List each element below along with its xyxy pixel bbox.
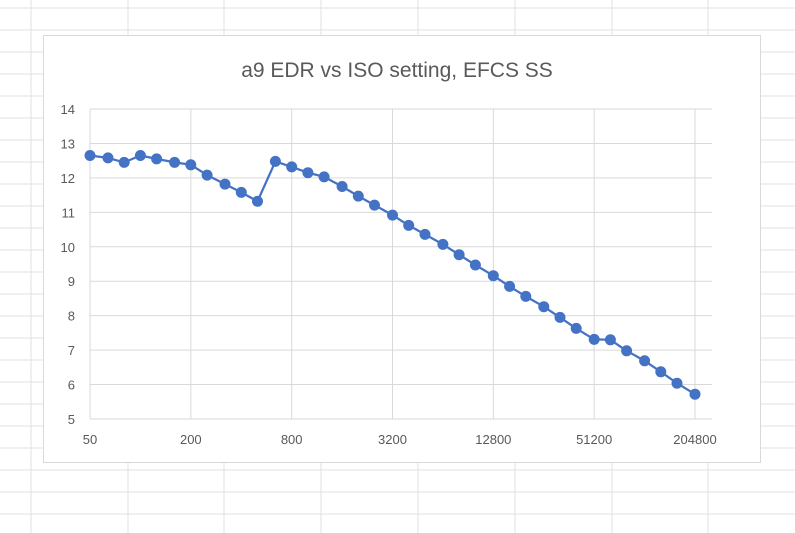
x-tick-label: 51200: [576, 432, 612, 447]
data-point-marker[interactable]: [689, 388, 701, 400]
data-point-marker[interactable]: [84, 150, 96, 161]
y-tick-label: 8: [68, 309, 75, 324]
chart-gridlines: [89, 108, 712, 420]
data-point-marker[interactable]: [169, 156, 181, 168]
y-tick-label: 12: [61, 171, 75, 186]
data-point-marker[interactable]: [604, 334, 616, 346]
x-tick-label: 50: [83, 432, 97, 447]
data-point-marker[interactable]: [621, 345, 633, 357]
y-tick-label: 9: [68, 274, 75, 289]
data-point-marker[interactable]: [387, 209, 398, 221]
data-point-marker[interactable]: [352, 190, 364, 202]
data-point-marker[interactable]: [318, 171, 330, 183]
y-axis-tick-labels: 5 6 7 8 9 10 11 12 13 14: [61, 102, 75, 427]
data-point-marker[interactable]: [504, 280, 516, 292]
data-point-marker[interactable]: [269, 155, 281, 167]
data-point-marker[interactable]: [185, 159, 197, 171]
data-point-marker[interactable]: [235, 186, 247, 198]
data-point-marker[interactable]: [102, 152, 114, 164]
data-point-marker[interactable]: [437, 238, 449, 250]
data-point-marker[interactable]: [419, 228, 431, 240]
data-point-marker[interactable]: [655, 366, 667, 378]
data-point-marker[interactable]: [570, 322, 582, 334]
x-axis-tick-labels: 50 200 800 3200 12800 51200 204800: [83, 432, 717, 447]
chart-area[interactable]: [43, 35, 761, 463]
y-tick-label: 5: [68, 412, 75, 427]
y-tick-label: 14: [61, 102, 75, 117]
y-tick-label: 6: [68, 378, 75, 393]
data-point-marker[interactable]: [520, 290, 532, 302]
data-point-marker[interactable]: [588, 333, 600, 345]
data-point-marker[interactable]: [134, 150, 146, 161]
data-point-marker[interactable]: [118, 156, 130, 168]
data-point-marker[interactable]: [302, 167, 314, 179]
y-tick-label: 10: [61, 240, 75, 255]
data-point-marker[interactable]: [151, 153, 163, 165]
data-point-marker[interactable]: [403, 219, 415, 231]
y-tick-label: 13: [61, 136, 75, 151]
data-point-marker[interactable]: [369, 199, 380, 211]
x-tick-label: 800: [281, 432, 303, 447]
data-point-marker[interactable]: [453, 249, 465, 261]
x-tick-label: 204800: [673, 432, 716, 447]
data-point-marker[interactable]: [336, 181, 348, 192]
data-point-marker[interactable]: [671, 377, 683, 389]
y-tick-label: 11: [62, 205, 76, 220]
data-point-marker[interactable]: [219, 178, 231, 190]
x-tick-label: 12800: [475, 432, 511, 447]
data-point-marker[interactable]: [639, 355, 651, 367]
data-point-marker[interactable]: [487, 270, 499, 282]
data-point-marker[interactable]: [252, 195, 263, 207]
data-point-marker[interactable]: [469, 259, 481, 271]
y-tick-label: 7: [68, 343, 75, 358]
data-point-marker[interactable]: [201, 169, 213, 181]
data-point-marker[interactable]: [286, 161, 298, 173]
chart-title: a9 EDR vs ISO setting, EFCS SS: [241, 59, 553, 82]
x-tick-label: 3200: [378, 432, 407, 447]
data-series[interactable]: [84, 150, 701, 400]
data-point-marker[interactable]: [538, 301, 550, 313]
data-point-marker[interactable]: [554, 311, 566, 323]
x-tick-label: 200: [180, 432, 202, 447]
